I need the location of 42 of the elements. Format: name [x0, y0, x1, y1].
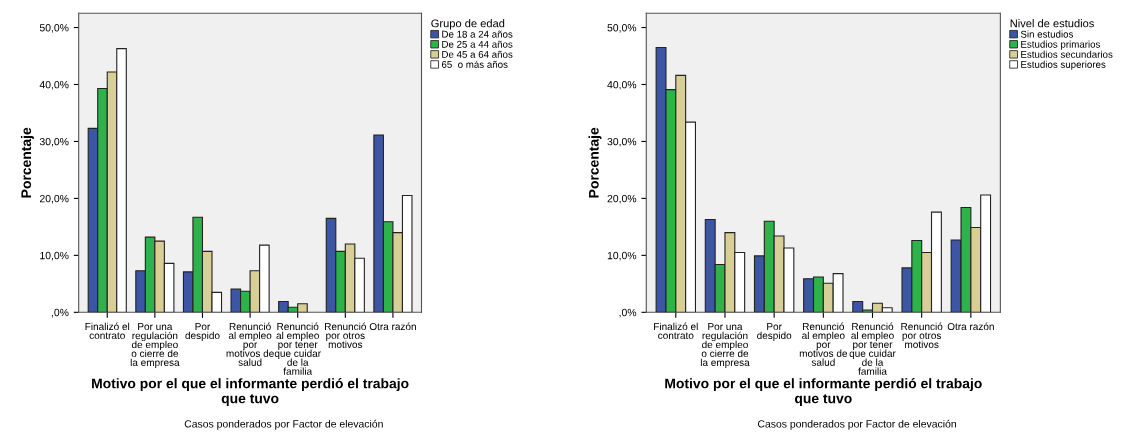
legend-label: Sin estudios	[1020, 30, 1074, 38]
y-axis-title: Porcentaje	[588, 127, 602, 198]
x-tick-label: Otra razón	[369, 322, 416, 331]
x-axis-title: Motivo por el que el informante perdió el trabajo que tuvo	[665, 378, 982, 407]
y-tick-label: 20,0%	[39, 194, 69, 204]
legend-label: Estudios superiores	[1021, 60, 1106, 70]
legend-label: Estudios primarios	[1021, 40, 1101, 50]
x-tick-label: Renunció por otros motivos	[901, 322, 943, 348]
x-tick-label: Por despido	[185, 323, 220, 342]
y-tick-label: 10,0%	[40, 251, 69, 261]
y-tick-label: ,0%	[51, 308, 69, 318]
legend-title: Nivel de estudios	[1010, 19, 1094, 28]
y-tick-label: 30,0%	[39, 137, 69, 147]
x-tick-label: Renunció al empleo por motivos de salud	[799, 322, 848, 366]
legend-label: De 18 a 24 años	[442, 30, 513, 38]
text: Casos ponderados por Factor de elevación	[757, 419, 956, 430]
legend-title: Grupo de edad	[431, 19, 505, 30]
x-tick-label: Otra razón	[947, 322, 994, 331]
x-tick-label: Renunció al empleo por tener que cuidar de la familia	[849, 322, 896, 375]
x-tick-label: Renunció al empleo por motivos de salud	[226, 322, 274, 366]
x-tick-label: Por una regulación de empleo o cierre de la empresa	[700, 323, 750, 368]
legend-label: Estudios secundarios	[1021, 50, 1113, 58]
x-tick-label: Finalizó el contrato	[85, 322, 130, 340]
text: Casos ponderados por Factor de elevación	[184, 419, 383, 430]
legend-label: De 45 a 64 años	[442, 50, 513, 58]
y-tick-label: 50,0%	[607, 24, 637, 33]
x-tick-label: Por una regulación de empleo o cierre de la empresa	[130, 323, 180, 368]
y-tick-label: 10,0%	[607, 251, 637, 261]
x-tick-label: Finalizó el contrato	[654, 322, 698, 340]
legend-label: De 25 a 44 años	[442, 40, 513, 48]
y-tick-label: 40,0%	[607, 80, 637, 90]
x-tick-label: Renunció al empleo por tener que cuidar de la familia	[274, 322, 321, 375]
x-tick-label: Renunció por otros motivos	[325, 322, 367, 348]
legend-label: 65 o más años	[441, 60, 508, 68]
y-tick-label: ,0%	[619, 308, 637, 318]
y-tick-label: 40,0%	[39, 80, 69, 90]
x-tick-label: Por despido	[757, 323, 792, 342]
y-axis-title: Porcentaje	[20, 127, 34, 198]
y-tick-label: 30,0%	[607, 137, 637, 147]
y-tick-label: 20,0%	[607, 194, 637, 204]
x-axis-title: Motivo por el que el informante perdió el trabajo que tuvo	[92, 378, 409, 407]
y-tick-label: 50,0%	[39, 24, 69, 33]
